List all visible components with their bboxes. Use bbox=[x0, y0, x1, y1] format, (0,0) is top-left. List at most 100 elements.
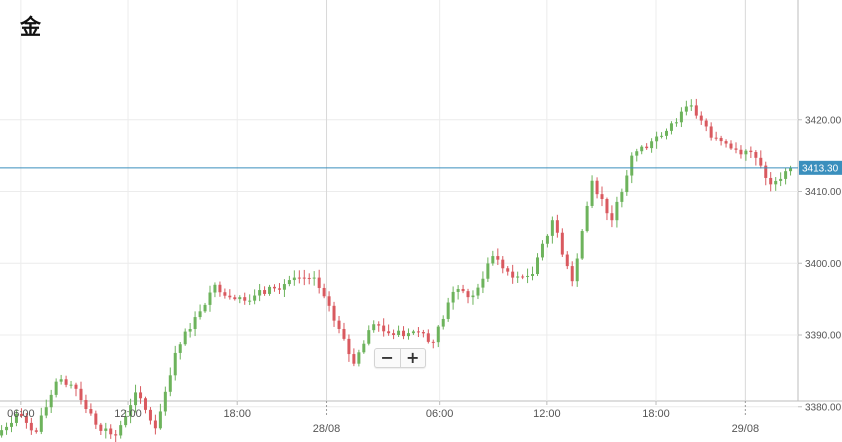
y-tick-label: 3420.00 bbox=[805, 115, 842, 126]
candle-body bbox=[148, 409, 152, 421]
candle-body bbox=[292, 277, 296, 281]
candle-body bbox=[94, 413, 98, 425]
candle-body bbox=[64, 379, 68, 385]
candle-body bbox=[759, 157, 763, 166]
candle-body bbox=[387, 331, 391, 334]
candle-body bbox=[198, 311, 202, 318]
candle-body bbox=[193, 317, 197, 330]
candle-body bbox=[615, 201, 619, 221]
candle-body bbox=[268, 286, 272, 294]
candle-body bbox=[536, 257, 540, 275]
candle-body bbox=[620, 192, 624, 202]
candle-body bbox=[406, 333, 410, 337]
candle-body bbox=[312, 277, 316, 279]
candle-body bbox=[397, 330, 401, 335]
candle-body bbox=[168, 375, 172, 392]
candle-body bbox=[332, 305, 336, 321]
candle-body bbox=[392, 333, 396, 335]
candle-body bbox=[208, 292, 212, 305]
y-tick-label: 3380.00 bbox=[805, 402, 842, 413]
candle-body bbox=[590, 180, 594, 206]
candle-body bbox=[640, 146, 644, 152]
candle-body bbox=[476, 287, 480, 296]
candle-body bbox=[764, 165, 768, 178]
candle-body bbox=[540, 243, 544, 258]
candle-body bbox=[223, 292, 227, 296]
candle-body bbox=[153, 420, 157, 429]
candle-body bbox=[679, 111, 683, 123]
candle-body bbox=[228, 295, 232, 298]
candle-body bbox=[411, 331, 415, 334]
candle-body bbox=[54, 381, 58, 395]
candle-body bbox=[426, 333, 430, 342]
x-date-label: 29/08 bbox=[732, 423, 760, 435]
candle-body bbox=[466, 291, 470, 298]
candle-body bbox=[134, 392, 138, 406]
candle-body bbox=[248, 300, 252, 302]
candle-body bbox=[109, 428, 113, 435]
candle-body bbox=[253, 295, 257, 301]
candle-body bbox=[496, 256, 500, 260]
candle-body bbox=[560, 232, 564, 255]
candle-body bbox=[669, 123, 673, 131]
candle-body bbox=[630, 155, 634, 176]
candle-body bbox=[749, 150, 753, 153]
candle-body bbox=[183, 331, 187, 345]
candle-body bbox=[362, 343, 366, 353]
candle-body bbox=[352, 354, 356, 364]
x-tick-label: 18:00 bbox=[223, 408, 251, 420]
candle-body bbox=[307, 277, 311, 279]
last-price-line: 3413.30 bbox=[0, 160, 842, 175]
candle-body bbox=[5, 426, 9, 431]
candle-body bbox=[277, 288, 281, 290]
zoom-out-button[interactable]: − bbox=[380, 348, 394, 367]
candle-body bbox=[451, 291, 455, 303]
candle-body bbox=[511, 271, 515, 278]
candle-body bbox=[610, 213, 614, 221]
candle-body bbox=[39, 415, 43, 432]
y-tick-label: 3410.00 bbox=[805, 187, 842, 198]
candle-body bbox=[486, 263, 490, 279]
candle-body bbox=[402, 330, 406, 337]
candle-body bbox=[218, 284, 222, 293]
candle-body bbox=[19, 413, 23, 416]
candle-body bbox=[734, 148, 738, 150]
candle-body bbox=[446, 302, 450, 319]
candle-body bbox=[555, 220, 559, 233]
zoom-in-button[interactable]: + bbox=[399, 349, 426, 367]
candle-body bbox=[625, 175, 629, 193]
candle-body bbox=[337, 320, 341, 329]
candle-body bbox=[674, 122, 678, 124]
chart-grid bbox=[0, 0, 842, 408]
candle-body bbox=[124, 416, 128, 426]
candle-body bbox=[143, 398, 147, 410]
candles bbox=[0, 98, 793, 442]
candle-body bbox=[739, 149, 743, 155]
candle-body bbox=[119, 425, 123, 436]
candle-body bbox=[79, 388, 83, 401]
candle-body bbox=[645, 146, 649, 149]
x-axis: 06:00 12:00 18:00 28/08 06:00 12:00 18:00 29/08 bbox=[7, 401, 759, 435]
candle-body bbox=[272, 286, 276, 289]
candle-body bbox=[694, 105, 698, 116]
candle-body bbox=[327, 296, 331, 306]
candle-body bbox=[565, 254, 569, 267]
candle-body bbox=[367, 330, 371, 344]
candle-body bbox=[139, 392, 143, 399]
candle-body bbox=[322, 287, 326, 297]
candle-body bbox=[14, 413, 18, 423]
candle-body bbox=[506, 268, 510, 272]
candle-body bbox=[0, 430, 4, 436]
candle-body bbox=[89, 409, 93, 414]
candle-body bbox=[421, 332, 425, 334]
candle-body bbox=[9, 422, 13, 427]
candle-body bbox=[491, 256, 495, 264]
candle-body bbox=[24, 415, 28, 423]
candle-body bbox=[342, 328, 346, 339]
candle-body bbox=[684, 106, 688, 112]
candle-body bbox=[789, 167, 793, 172]
candle-body bbox=[158, 411, 162, 429]
candle-body bbox=[69, 384, 73, 386]
candle-body bbox=[84, 400, 88, 410]
